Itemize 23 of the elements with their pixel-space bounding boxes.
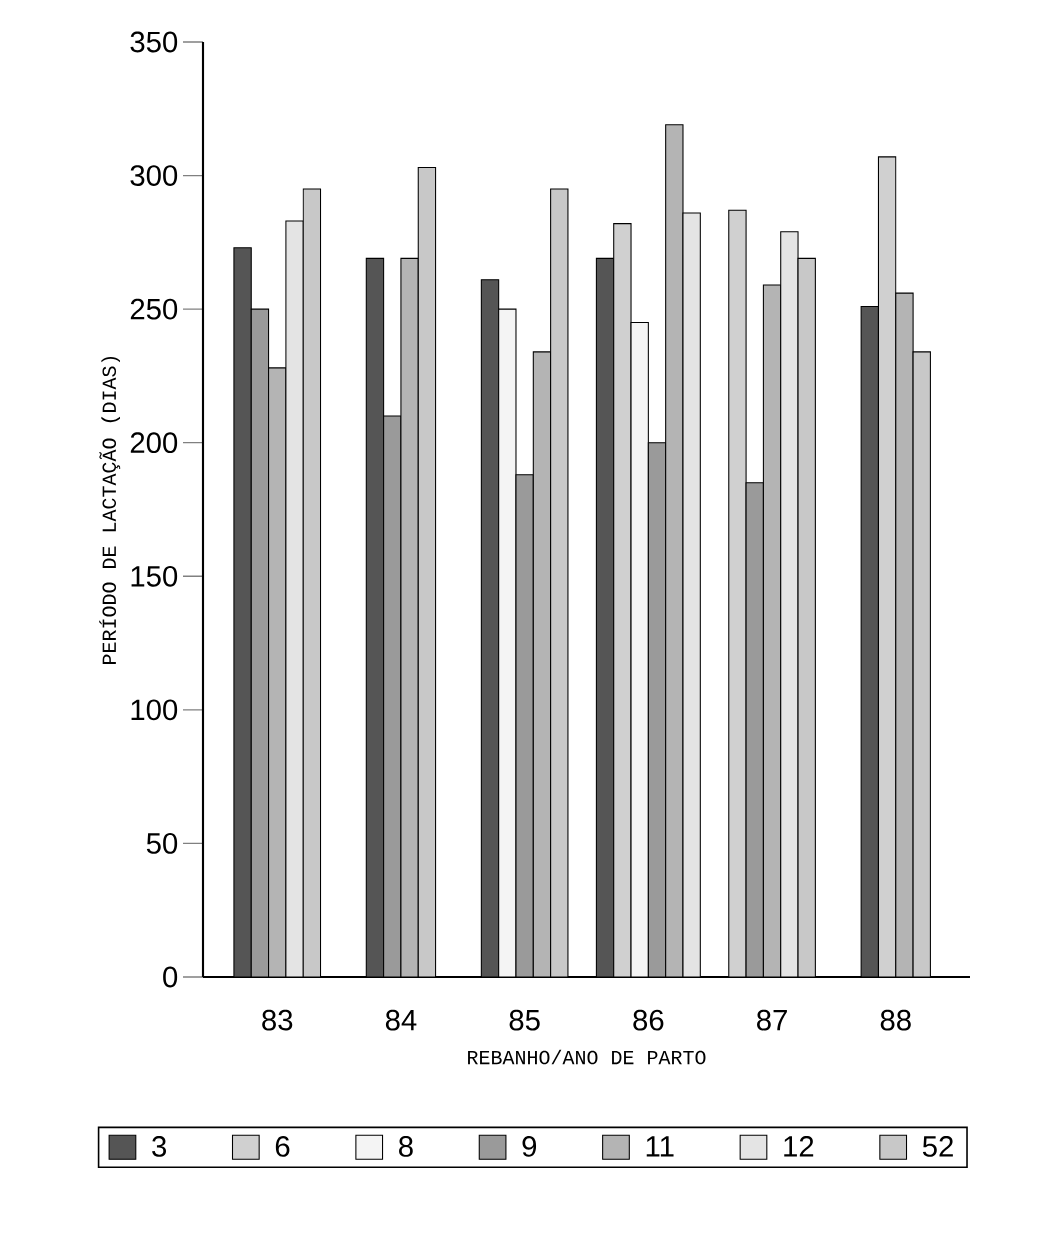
x-tick-label: 86 bbox=[633, 1009, 664, 1031]
y-tick-label: 250 bbox=[130, 298, 178, 320]
x-tick-label: 85 bbox=[509, 1009, 540, 1031]
x-tick-label: 88 bbox=[880, 1009, 911, 1031]
legend-label: 3 bbox=[152, 1136, 167, 1157]
x-tick-label: 87 bbox=[757, 1009, 787, 1031]
y-tick-label: 0 bbox=[163, 966, 178, 988]
x-axis-title: REBANHO/ANO DE PARTO bbox=[468, 1049, 706, 1065]
y-tick-label: 50 bbox=[146, 833, 178, 854]
x-tick-label: 84 bbox=[385, 1009, 417, 1031]
y-tick-label: 300 bbox=[130, 165, 178, 186]
legend-label: 9 bbox=[522, 1136, 537, 1157]
legend-label: 11 bbox=[646, 1136, 674, 1157]
legend-label: 12 bbox=[784, 1136, 814, 1157]
y-tick-label: 150 bbox=[131, 565, 178, 587]
y-tick-label: 200 bbox=[130, 432, 178, 454]
y-axis-title: PERÍODO DE LACTAÇÃO (DIAS) bbox=[99, 356, 121, 664]
legend-label: 6 bbox=[275, 1136, 290, 1157]
y-tick-label: 350 bbox=[130, 31, 178, 53]
legend-label: 52 bbox=[922, 1136, 953, 1157]
y-tick-label: 100 bbox=[131, 699, 178, 721]
legend-label: 8 bbox=[399, 1136, 413, 1157]
x-tick-label: 83 bbox=[262, 1009, 293, 1031]
